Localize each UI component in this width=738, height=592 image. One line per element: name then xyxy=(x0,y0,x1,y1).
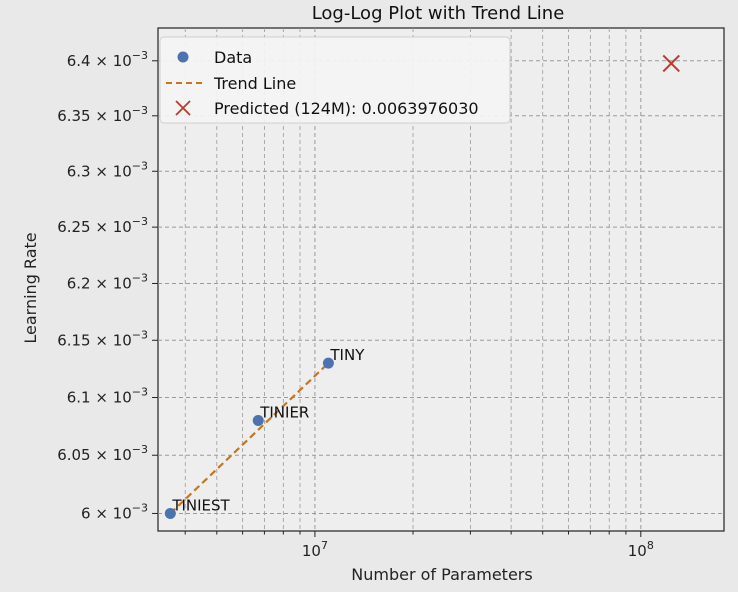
y-tick-label: 6.3 × 10−3 xyxy=(67,159,148,180)
predicted-marker xyxy=(662,54,680,73)
legend-data-marker xyxy=(177,51,189,63)
plot-area: 6 × 10−3 6.05 × 10−3 6.1 × 10−3 6.15 × 10−3… xyxy=(57,27,725,560)
y-tick-label: 6.1 × 10−3 xyxy=(67,386,148,407)
y-tick-label: 6.25 × 10−3 xyxy=(57,215,148,236)
grid-lines xyxy=(158,28,724,531)
data-point xyxy=(164,507,176,519)
y-axis-label: Learning Rate xyxy=(21,232,40,343)
legend-predicted-label: Predicted (124M): 0.0063976030 xyxy=(214,99,479,118)
data-point xyxy=(252,415,264,427)
series-layer: TINIEST TINIER TINY xyxy=(164,54,680,519)
y-tick-label: 6 × 10−3 xyxy=(81,501,148,522)
legend-box xyxy=(159,36,511,124)
chart-title: Log-Log Plot with Trend Line xyxy=(312,3,565,24)
y-tick-label: 6.2 × 10−3 xyxy=(67,271,148,292)
trend-line xyxy=(169,362,330,515)
x-tick-label: 108 xyxy=(628,539,654,560)
legend-data-label: Data xyxy=(214,48,252,67)
x-tick-label: 107 xyxy=(302,539,328,560)
axis-ticks: 6 × 10−3 6.05 × 10−3 6.1 × 10−3 6.15 × 10−3… xyxy=(57,49,654,560)
x-axis-label: Number of Parameters xyxy=(351,565,532,584)
data-point-label: TINIEST xyxy=(171,496,230,514)
legend[interactable]: Data Trend Line Predicted (124M): 0.0063… xyxy=(159,36,511,124)
y-tick-label: 6.35 × 10−3 xyxy=(57,104,148,125)
data-point xyxy=(322,357,334,369)
legend-trend-label: Trend Line xyxy=(213,74,296,93)
y-tick-label: 6.05 × 10−3 xyxy=(57,443,148,464)
legend-predicted-marker xyxy=(175,100,191,116)
y-tick-label: 6.4 × 10−3 xyxy=(67,49,148,70)
y-tick-label: 6.15 × 10−3 xyxy=(57,328,148,349)
predicted-marker-stroke xyxy=(662,54,680,73)
data-point-label: TINY xyxy=(329,346,365,364)
data-point-label: TINIER xyxy=(259,404,309,422)
